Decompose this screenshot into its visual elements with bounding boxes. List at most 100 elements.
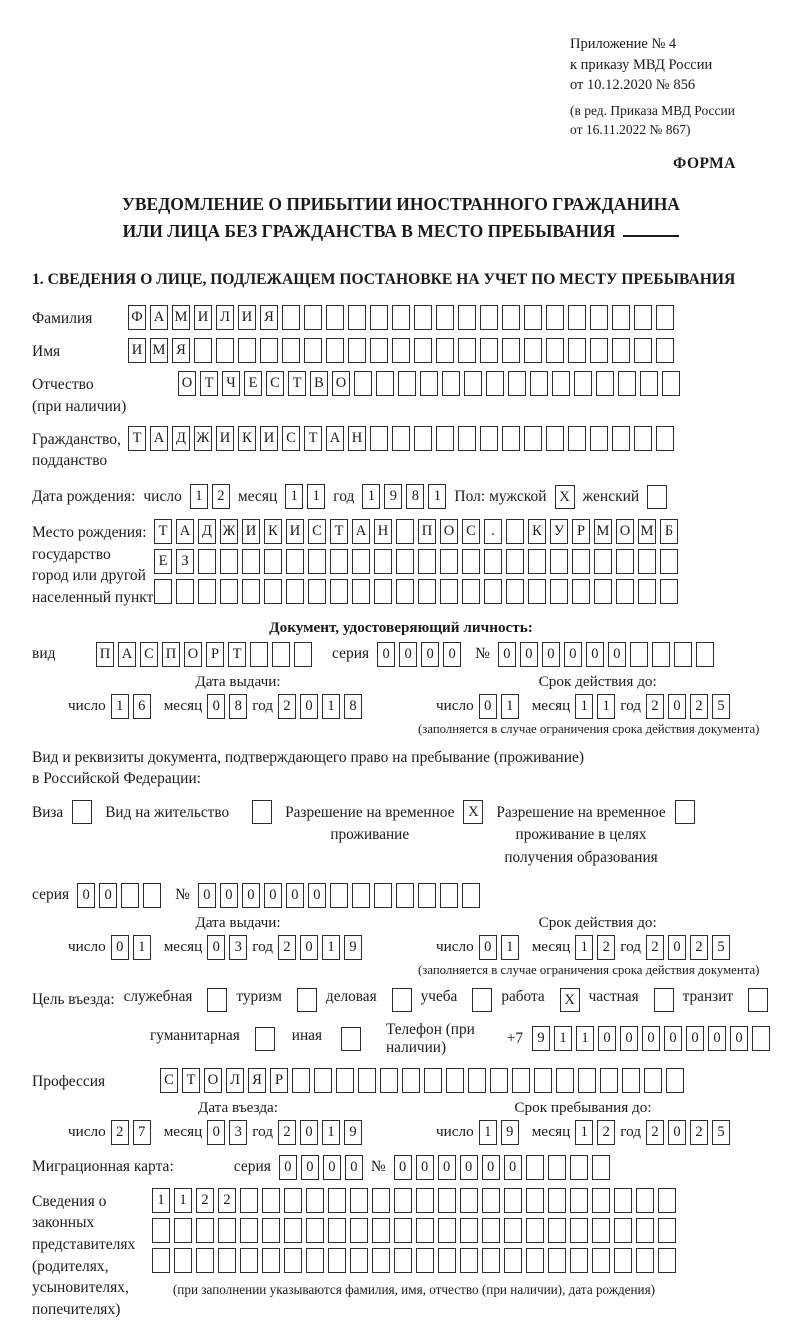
char-cell[interactable]	[656, 338, 674, 364]
char-cell[interactable]	[374, 579, 392, 605]
char-cell[interactable]	[504, 1187, 522, 1213]
char-cell[interactable]: Т	[128, 425, 146, 451]
char-cell[interactable]: 1	[307, 484, 326, 510]
char-cell[interactable]	[526, 1247, 544, 1273]
char-cell[interactable]	[590, 425, 608, 451]
char-cell[interactable]	[468, 1067, 486, 1093]
char-cell[interactable]: 3	[229, 934, 248, 960]
char-cell[interactable]	[402, 1067, 420, 1093]
char-cell[interactable]	[446, 1067, 464, 1093]
char-cell[interactable]: 9	[500, 1119, 519, 1145]
char-cell[interactable]	[414, 338, 432, 364]
char-cell[interactable]	[570, 1217, 588, 1243]
char-cell[interactable]	[352, 579, 370, 605]
char-cell[interactable]	[502, 305, 520, 331]
char-cell[interactable]	[330, 549, 348, 575]
char-cell[interactable]	[262, 1187, 280, 1213]
char-cell[interactable]	[458, 305, 476, 331]
char-cell[interactable]: 0	[110, 934, 129, 960]
char-cell[interactable]: 0	[263, 882, 282, 908]
char-cell[interactable]	[530, 371, 548, 397]
char-cell[interactable]	[438, 1187, 456, 1213]
char-cell[interactable]	[638, 549, 656, 575]
char-cell[interactable]: 0	[300, 693, 319, 719]
char-cell[interactable]: Т	[330, 519, 348, 545]
purpose-business-checkbox[interactable]	[207, 987, 228, 1012]
char-cell[interactable]: 0	[459, 1154, 478, 1180]
char-cell[interactable]: К	[264, 519, 282, 545]
char-cell[interactable]	[656, 305, 674, 331]
char-cell[interactable]: 0	[664, 1026, 682, 1052]
char-cell[interactable]	[525, 1154, 544, 1180]
char-cell[interactable]: 0	[344, 1154, 363, 1180]
char-cell[interactable]	[436, 305, 454, 331]
char-cell[interactable]	[568, 425, 586, 451]
char-cell[interactable]: 1	[174, 1187, 192, 1213]
char-cell[interactable]	[594, 549, 612, 575]
char-cell[interactable]	[220, 579, 238, 605]
purpose-study-checkbox[interactable]	[472, 987, 493, 1012]
char-cell[interactable]	[218, 1217, 236, 1243]
char-cell[interactable]: 2	[597, 1119, 616, 1145]
char-cell[interactable]: О	[616, 519, 634, 545]
char-cell[interactable]: У	[550, 519, 568, 545]
char-cell[interactable]	[326, 338, 344, 364]
char-cell[interactable]	[634, 338, 652, 364]
char-cell[interactable]	[629, 641, 648, 667]
char-cell[interactable]: 0	[443, 641, 462, 667]
char-cell[interactable]	[176, 579, 194, 605]
char-cell[interactable]	[294, 641, 312, 667]
char-cell[interactable]	[414, 425, 432, 451]
char-cell[interactable]	[218, 1247, 236, 1273]
char-cell[interactable]	[638, 579, 656, 605]
char-cell[interactable]	[308, 579, 326, 605]
char-cell[interactable]: 2	[278, 1119, 297, 1145]
char-cell[interactable]: 0	[219, 882, 238, 908]
char-cell[interactable]	[242, 549, 260, 575]
char-cell[interactable]: Т	[228, 641, 246, 667]
char-cell[interactable]	[546, 338, 564, 364]
char-cell[interactable]	[372, 1187, 390, 1213]
char-cell[interactable]: О	[440, 519, 458, 545]
char-cell[interactable]: 0	[708, 1026, 726, 1052]
char-cell[interactable]	[354, 371, 372, 397]
char-cell[interactable]	[260, 338, 278, 364]
char-cell[interactable]: М	[172, 305, 190, 331]
char-cell[interactable]	[396, 549, 414, 575]
char-cell[interactable]	[350, 1247, 368, 1273]
char-cell[interactable]	[590, 338, 608, 364]
char-cell[interactable]	[504, 1217, 522, 1243]
char-cell[interactable]	[372, 1217, 390, 1243]
char-cell[interactable]	[370, 338, 388, 364]
char-cell[interactable]: О	[178, 371, 196, 397]
char-cell[interactable]	[174, 1217, 192, 1243]
char-cell[interactable]	[528, 579, 546, 605]
option-temp-residence-checkbox[interactable]: X	[463, 800, 484, 825]
char-cell[interactable]	[616, 549, 634, 575]
char-cell[interactable]: 0	[322, 1154, 341, 1180]
char-cell[interactable]	[528, 549, 546, 575]
char-cell[interactable]: Т	[154, 519, 172, 545]
char-cell[interactable]	[358, 1067, 376, 1093]
char-cell[interactable]: А	[118, 641, 136, 667]
char-cell[interactable]	[420, 371, 438, 397]
char-cell[interactable]: Т	[288, 371, 306, 397]
char-cell[interactable]: 8	[229, 693, 248, 719]
char-cell[interactable]	[196, 1247, 214, 1273]
char-cell[interactable]	[484, 579, 502, 605]
char-cell[interactable]: 0	[437, 1154, 456, 1180]
char-cell[interactable]: 0	[207, 693, 226, 719]
char-cell[interactable]: И	[128, 338, 146, 364]
char-cell[interactable]	[174, 1247, 192, 1273]
char-cell[interactable]	[198, 549, 216, 575]
char-cell[interactable]: 2	[690, 1119, 709, 1145]
char-cell[interactable]	[636, 1187, 654, 1213]
char-cell[interactable]: О	[204, 1067, 222, 1093]
char-cell[interactable]	[350, 1187, 368, 1213]
char-cell[interactable]	[416, 1217, 434, 1243]
char-cell[interactable]: 6	[132, 693, 151, 719]
char-cell[interactable]: 1	[554, 1026, 572, 1052]
char-cell[interactable]	[458, 338, 476, 364]
char-cell[interactable]	[556, 1067, 574, 1093]
char-cell[interactable]	[462, 579, 480, 605]
